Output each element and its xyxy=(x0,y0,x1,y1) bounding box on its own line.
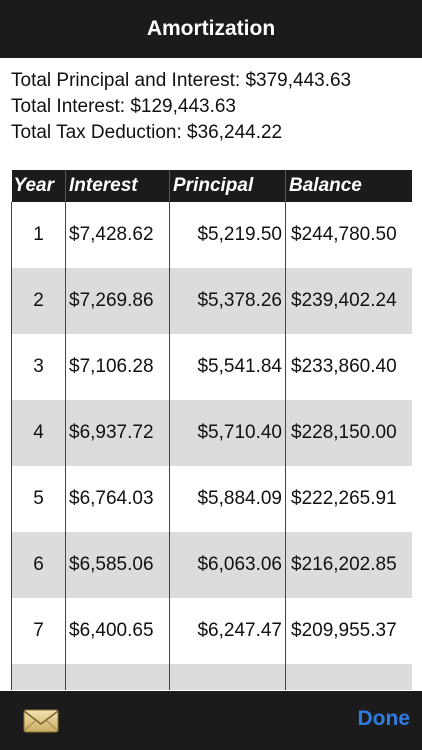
header-interest: Interest xyxy=(65,170,170,202)
cell-principal: $6,247.47 xyxy=(169,598,286,664)
amortization-table-scroll[interactable]: Year Interest Principal Balance 1 $7,428… xyxy=(11,170,412,690)
cell-interest: $6,764.03 xyxy=(65,466,170,532)
cell-balance: $239,402.24 xyxy=(285,268,412,334)
cell-year: 2 xyxy=(11,268,66,334)
cell-principal: $5,710.40 xyxy=(169,400,286,466)
cell-balance: $233,860.40 xyxy=(285,334,412,400)
table-row: 5 $6,764.03 $5,884.09 $222,265.91 xyxy=(11,466,412,532)
cell-principal: $5,884.09 xyxy=(169,466,286,532)
table-row xyxy=(11,664,412,690)
table-row: 2 $7,269.86 $5,378.26 $239,402.24 xyxy=(11,268,412,334)
cell-balance: $209,955.37 xyxy=(285,598,412,664)
nav-bar: Amortization xyxy=(0,0,422,58)
loan-summary: Total Principal and Interest: $379,443.6… xyxy=(11,68,351,146)
bottom-toolbar: Done xyxy=(0,691,422,750)
envelope-icon xyxy=(23,709,59,733)
cell-principal: $5,219.50 xyxy=(169,202,286,268)
page-title: Amortization xyxy=(146,17,276,40)
cell-interest: $7,428.62 xyxy=(65,202,170,268)
header-balance: Balance xyxy=(285,170,412,202)
cell-balance: $228,150.00 xyxy=(285,400,412,466)
cell-year: 7 xyxy=(11,598,66,664)
cell-interest: $7,269.86 xyxy=(65,268,170,334)
cell-principal: $5,541.84 xyxy=(169,334,286,400)
table-header-row: Year Interest Principal Balance xyxy=(11,170,412,202)
cell-interest xyxy=(65,664,170,690)
total-principal-interest: Total Principal and Interest: $379,443.6… xyxy=(11,70,352,91)
cell-balance: $216,202.85 xyxy=(285,532,412,598)
cell-balance: $222,265.91 xyxy=(285,466,412,532)
cell-interest: $6,585.06 xyxy=(65,532,170,598)
header-principal: Principal xyxy=(169,170,286,202)
cell-interest: $6,937.72 xyxy=(65,400,170,466)
cell-year: 5 xyxy=(11,466,66,532)
cell-year: 3 xyxy=(11,334,66,400)
amortization-table: Year Interest Principal Balance 1 $7,428… xyxy=(11,170,412,690)
done-button[interactable]: Done xyxy=(357,707,411,730)
cell-principal: $6,063.06 xyxy=(169,532,286,598)
table-row: 4 $6,937.72 $5,710.40 $228,150.00 xyxy=(11,400,412,466)
cell-interest: $6,400.65 xyxy=(65,598,170,664)
table-row: 6 $6,585.06 $6,063.06 $216,202.85 xyxy=(11,532,412,598)
cell-year: 6 xyxy=(11,532,66,598)
header-year: Year xyxy=(11,170,66,202)
cell-interest: $7,106.28 xyxy=(65,334,170,400)
cell-year: 1 xyxy=(11,202,66,268)
cell-balance: $244,780.50 xyxy=(285,202,412,268)
cell-principal: $5,378.26 xyxy=(169,268,286,334)
total-tax-deduction: Total Tax Deduction: $36,244.22 xyxy=(11,122,283,143)
table-row: 3 $7,106.28 $5,541.84 $233,860.40 xyxy=(11,334,412,400)
cell-year: 4 xyxy=(11,400,66,466)
table-row: 1 $7,428.62 $5,219.50 $244,780.50 xyxy=(11,202,412,268)
cell-year xyxy=(11,664,66,690)
total-interest: Total Interest: $129,443.63 xyxy=(11,96,236,117)
cell-principal xyxy=(169,664,286,690)
email-button[interactable] xyxy=(23,709,59,733)
table-row: 7 $6,400.65 $6,247.47 $209,955.37 xyxy=(11,598,412,664)
cell-balance xyxy=(285,664,412,690)
